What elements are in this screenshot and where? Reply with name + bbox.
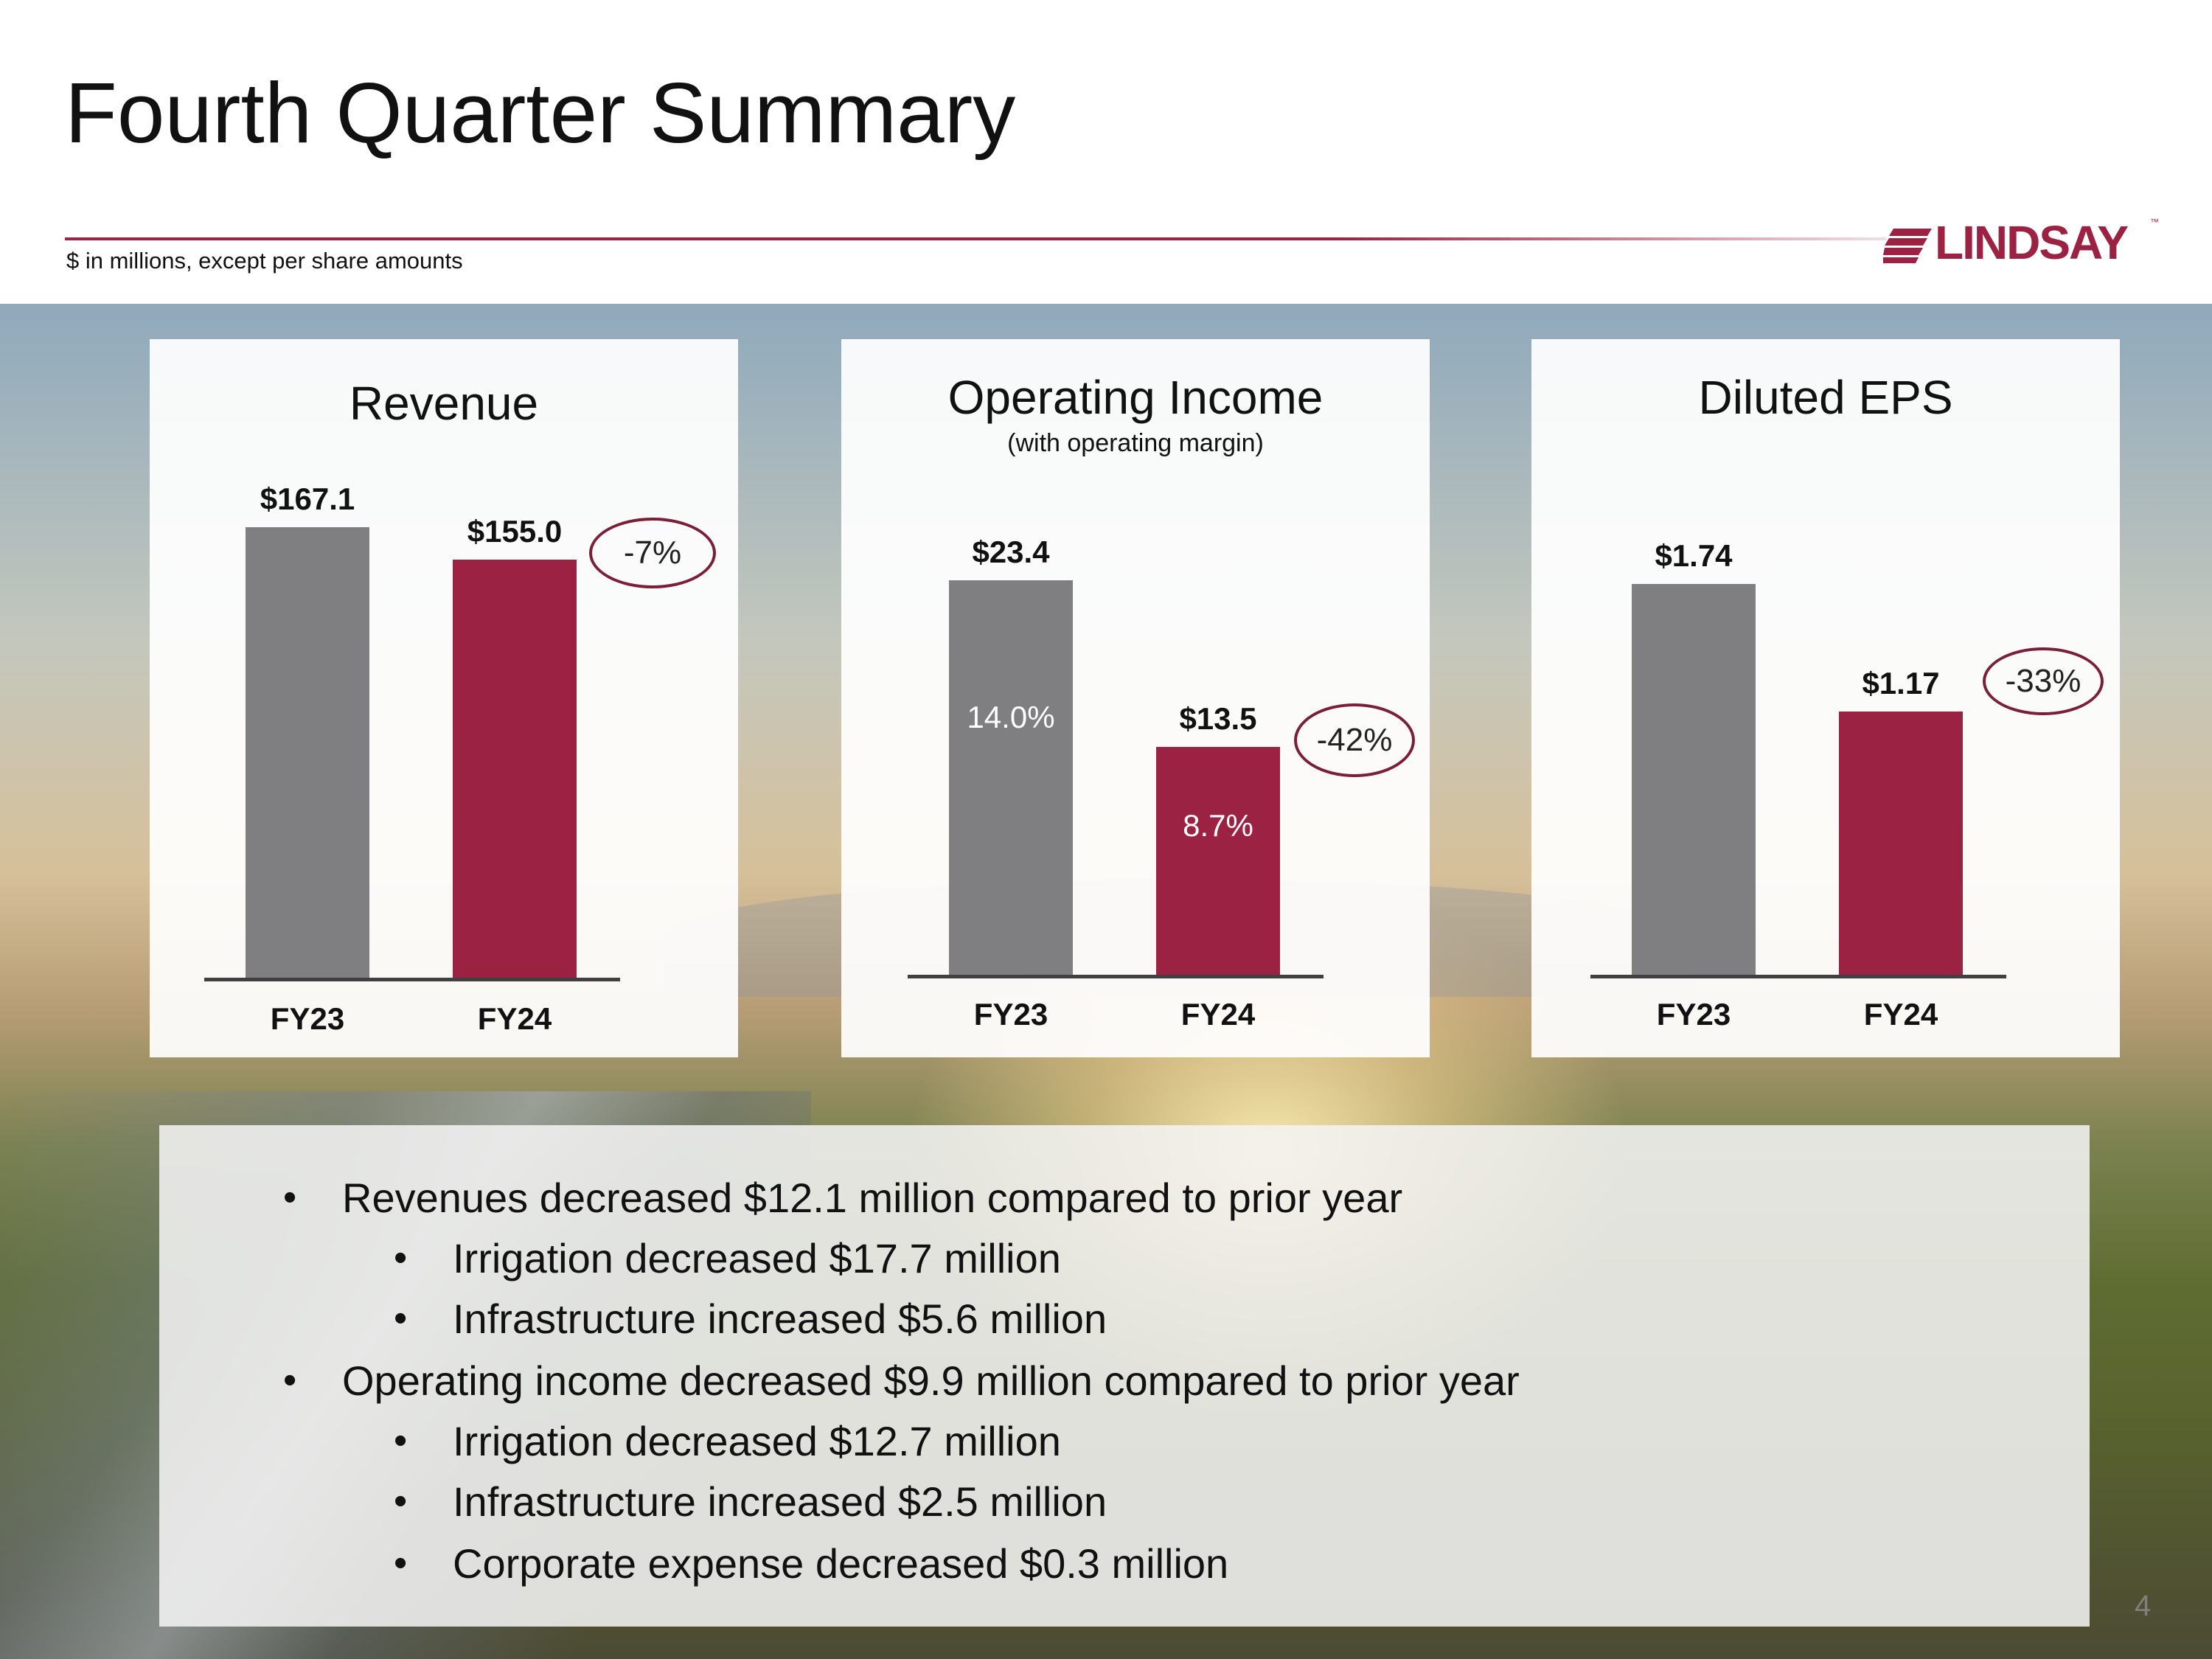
diluted-eps-value-fy24: $1.17: [1862, 666, 1940, 701]
logo-wordmark: LINDSAY: [1935, 216, 2129, 269]
operating-income-bar-fy24: [1156, 747, 1280, 975]
revenue-chart-title: Revenue: [349, 377, 539, 430]
bullet-marker: •: [394, 1419, 408, 1462]
diluted-eps-bar-fy24: [1839, 712, 1963, 975]
diluted-eps-chart-panel: Diluted EPS $1.74 $1.17 FY23 FY24 -33%: [1531, 339, 2120, 1057]
bullet-corporate-expense: Corporate expense decreased $0.3 million: [453, 1540, 1229, 1587]
bullet-marker: •: [394, 1297, 408, 1340]
operating-income-x-axis: [908, 975, 1324, 978]
bullet-marker: •: [283, 1359, 297, 1402]
bullet-operating-income: Operating income decreased $9.9 million …: [342, 1357, 1520, 1404]
revenue-category-fy23: FY23: [270, 1001, 345, 1036]
revenue-value-fy23: $167.1: [260, 481, 355, 516]
bullet-revenue: Revenues decreased $12.1 million compare…: [342, 1175, 1403, 1221]
diluted-eps-category-fy24: FY24: [1863, 997, 1938, 1032]
page-number: 4: [2135, 1590, 2152, 1622]
operating-income-bar-fy23: [949, 580, 1073, 975]
revenue-value-fy24: $155.0: [467, 514, 563, 549]
diluted-eps-value-fy23: $1.74: [1655, 538, 1733, 573]
bullet-revenue-irrigation: Irrigation decreased $17.7 million: [453, 1235, 1061, 1281]
title-divider: [65, 237, 1886, 240]
units-note: $ in millions, except per share amounts: [66, 248, 463, 274]
operating-income-category-fy23: FY23: [973, 997, 1048, 1032]
logo-stripes-icon: [1883, 229, 1932, 263]
bullet-operating-irrigation: Irrigation decreased $12.7 million: [453, 1418, 1061, 1464]
revenue-bar-fy24: [453, 560, 577, 978]
revenue-category-fy24: FY24: [477, 1001, 552, 1036]
bullet-marker: •: [394, 1542, 408, 1585]
operating-income-value-fy23: $23.4: [972, 535, 1050, 570]
bullet-revenue-infrastructure: Infrastructure increased $5.6 million: [453, 1295, 1107, 1342]
revenue-chart-panel: Revenue $167.1 $155.0 FY23 FY24 -7%: [150, 339, 738, 1057]
lindsay-logo: LINDSAY ™: [1883, 216, 2163, 269]
summary-bullets-box: • Revenues decreased $12.1 million compa…: [159, 1125, 2090, 1627]
bullet-marker: •: [394, 1237, 408, 1279]
revenue-change-badge: -7%: [589, 518, 716, 588]
slide-header: Fourth Quarter Summary $ in millions, ex…: [0, 0, 2212, 304]
operating-income-chart-panel: Operating Income (with operating margin)…: [841, 339, 1430, 1057]
diluted-eps-chart-title: Diluted EPS: [1698, 371, 1953, 424]
operating-income-category-fy24: FY24: [1180, 997, 1256, 1032]
logo-trademark: ™: [2150, 217, 2159, 227]
operating-income-chart-subtitle: (with operating margin): [1007, 429, 1264, 457]
operating-income-value-fy24: $13.5: [1179, 701, 1257, 737]
operating-income-change-badge: -42%: [1294, 703, 1415, 777]
bullet-marker: •: [394, 1480, 408, 1523]
operating-margin-fy24: 8.7%: [1183, 808, 1253, 844]
diluted-eps-x-axis: [1590, 975, 2006, 978]
diluted-eps-category-fy23: FY23: [1656, 997, 1731, 1032]
bullet-operating-infrastructure: Infrastructure increased $2.5 million: [453, 1478, 1107, 1525]
diluted-eps-bar-fy23: [1632, 583, 1756, 975]
revenue-x-axis: [204, 978, 620, 981]
operating-margin-fy23: 14.0%: [967, 700, 1055, 735]
page-title: Fourth Quarter Summary: [65, 65, 1016, 161]
revenue-bar-fy23: [246, 526, 369, 978]
diluted-eps-change-badge: -33%: [1983, 647, 2104, 715]
operating-income-chart-title: Operating Income: [947, 371, 1324, 424]
bullet-marker: •: [283, 1176, 297, 1219]
